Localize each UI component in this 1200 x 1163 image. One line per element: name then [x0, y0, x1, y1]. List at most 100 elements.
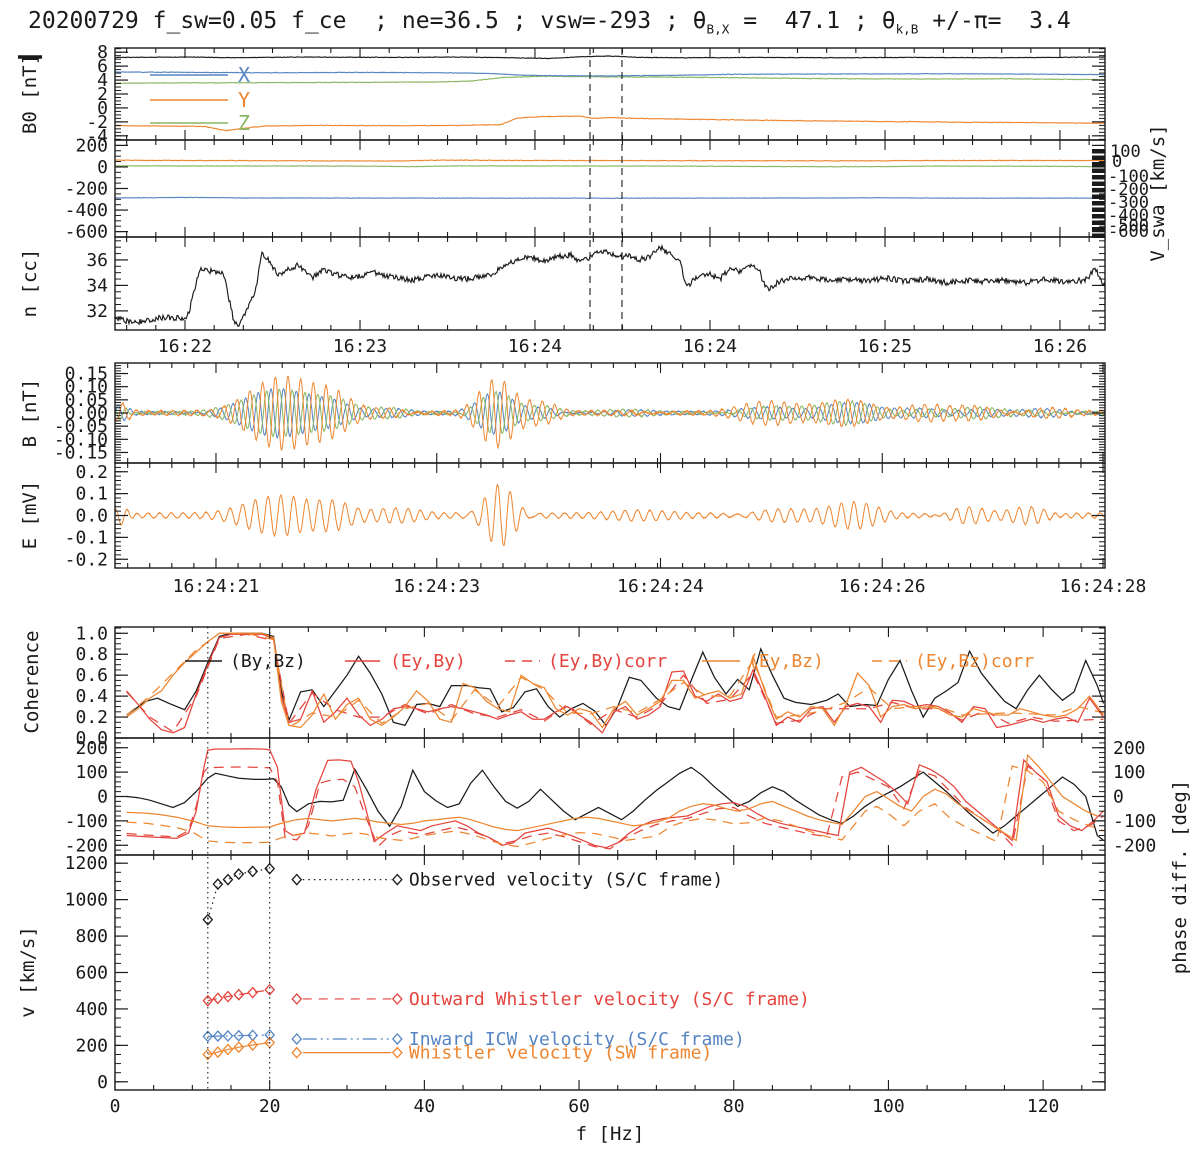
- series-bwave-By-wave: [115, 375, 1105, 452]
- dense-tick-block: [1092, 220, 1105, 225]
- panel-data-vswa: [115, 159, 1105, 200]
- legend-label-Y: Y: [238, 88, 250, 112]
- xtick-label: 80: [723, 1096, 745, 1117]
- ytick-label: 200: [75, 135, 108, 156]
- legend-label-Z: Z: [238, 111, 250, 135]
- diamond-marker: [391, 1033, 403, 1045]
- legend-label-X: X: [238, 63, 250, 87]
- series-phase-ph-EyBz: [126, 753, 1098, 842]
- diamond-marker: [264, 983, 276, 996]
- xtick-label: 16:24:23: [393, 576, 480, 597]
- panel-data-velocity: [202, 862, 276, 1061]
- xtick-label: 40: [414, 1096, 436, 1117]
- ytick-label-right: 100: [1113, 762, 1146, 783]
- ytick-label: 200: [75, 1035, 108, 1056]
- diamond-marker: [222, 873, 234, 886]
- ytick-label: 0.15: [65, 364, 108, 385]
- axis-label-b0: B0 [nT]: [19, 54, 41, 134]
- ytick-label: -100: [65, 811, 108, 832]
- diamond-marker: [291, 992, 303, 1005]
- xtick-label: 16:25: [858, 336, 912, 357]
- ytick-label: 0.0: [75, 728, 108, 749]
- ytick-label: 0.0: [75, 506, 108, 527]
- panel-ewave: 0.20.10.0-0.1-0.2 16:24:21 16:24:23 16:24:2…: [19, 462, 1146, 597]
- series-phase-ph-ByBz: [126, 766, 1104, 841]
- x-axis-title: f [Hz]: [576, 1123, 645, 1145]
- panel-frame: [114, 139, 1106, 238]
- ytick-label: 0: [97, 157, 108, 178]
- panel-frame: [114, 236, 1106, 331]
- legend-inward-icw-velocity: Inward ICW velocity (S/C frame): [291, 1029, 745, 1050]
- xtick-label: 16:26: [1033, 336, 1087, 357]
- xtick-label: 16:22: [158, 336, 212, 357]
- ytick-label: 0.4: [75, 686, 108, 707]
- diamond-marker: [233, 868, 245, 881]
- xtick-label: 16:24:21: [173, 576, 260, 597]
- legend-label: (Ey,By): [390, 651, 466, 672]
- ytick-label: 6: [97, 56, 108, 77]
- panel-frame: [114, 854, 1106, 1091]
- ytick-label: 1200: [65, 853, 108, 874]
- diamond-marker: [202, 994, 214, 1007]
- ytick-label-right: -200: [1113, 835, 1156, 856]
- ytick-label-right: -100: [1113, 811, 1156, 832]
- ytick-label: 0: [97, 1072, 108, 1093]
- ytick-label: 0.8: [75, 644, 108, 665]
- series-b0-Bmag: [115, 55, 1105, 60]
- ytick-label: 32: [86, 301, 108, 322]
- series-density-ne: [115, 243, 1105, 327]
- legend-label: (Ey,Bz)corr: [915, 651, 1034, 672]
- xtick-label: 16:24:26: [839, 576, 926, 597]
- series-b0-Bz: [115, 75, 1105, 85]
- ytick-label: 0.2: [75, 462, 108, 483]
- diamond-marker: [391, 992, 403, 1005]
- diamond-marker: [233, 1029, 245, 1042]
- diamond-marker: [291, 1046, 303, 1059]
- legend-label: Observed velocity (S/C frame): [409, 870, 723, 891]
- xtick-label: 100: [872, 1096, 905, 1117]
- title-part: B,X: [706, 21, 730, 37]
- diamond-marker: [264, 862, 276, 875]
- ytick-label: 0.10: [65, 377, 108, 398]
- series-coherence-coh-EyBz: [126, 632, 1105, 729]
- right-cluster-label: -300: [1108, 193, 1149, 213]
- right-cluster-label: -100: [1108, 167, 1149, 187]
- panel-density: 36 34 32 16:22 16:23 16:24 16:24 16:25 16:26 n [c…: [19, 236, 1106, 357]
- xtick-label: 16:23: [333, 336, 387, 357]
- ytick-label: -2: [86, 112, 108, 133]
- title-part: = 47.1 ;: [729, 8, 882, 34]
- ytick-label-right: 0: [1113, 787, 1124, 808]
- panel-data-b0: [115, 55, 1105, 132]
- right-axis-label: V_swa [km/s]: [1147, 124, 1169, 261]
- series-b0-By: [115, 115, 1105, 132]
- dense-tick-block: [1092, 194, 1105, 199]
- xtick-label: 60: [568, 1096, 590, 1117]
- dense-tick-block: [1092, 162, 1105, 167]
- legend-label: Inward ICW velocity (S/C frame): [409, 1029, 745, 1050]
- xtick-label: 0: [110, 1096, 121, 1117]
- panel-data-coherence: [126, 632, 1105, 734]
- panel-data-density: [115, 243, 1105, 327]
- diamond-marker: [264, 1029, 276, 1041]
- xtick-label: 120: [1027, 1096, 1060, 1117]
- ytick-label: -0.05: [54, 416, 108, 437]
- panel-coherence: 1.00.80.60.40.20.0 Coherence (By,Bz) (Ey,By…: [21, 623, 1106, 749]
- ytick-label: 800: [75, 926, 108, 947]
- diamond-marker: [212, 992, 224, 1005]
- axis-label-bwave: B [nT]: [19, 379, 41, 448]
- series-coherence-coh-EyBz-corr: [126, 632, 1104, 729]
- dense-tick-block: [1092, 214, 1105, 219]
- right-cluster-label: -400: [1108, 206, 1149, 226]
- diamond-marker: [222, 990, 234, 1003]
- title-part: 20200729 f_sw=0.05 f_ce ; ne=36.5 ; vsw=…: [28, 8, 693, 34]
- panel-frame: [114, 737, 1106, 856]
- ytick-label: -0.15: [54, 442, 108, 463]
- legend-whistler-velocity-sw: Whistler velocity (SW frame): [291, 1043, 712, 1064]
- right-cluster-label: 100: [1110, 142, 1141, 162]
- dense-tick-block: [1092, 233, 1105, 238]
- series-ewave-Ey-wave: [115, 483, 1105, 547]
- dense-tick-block: [1092, 188, 1105, 193]
